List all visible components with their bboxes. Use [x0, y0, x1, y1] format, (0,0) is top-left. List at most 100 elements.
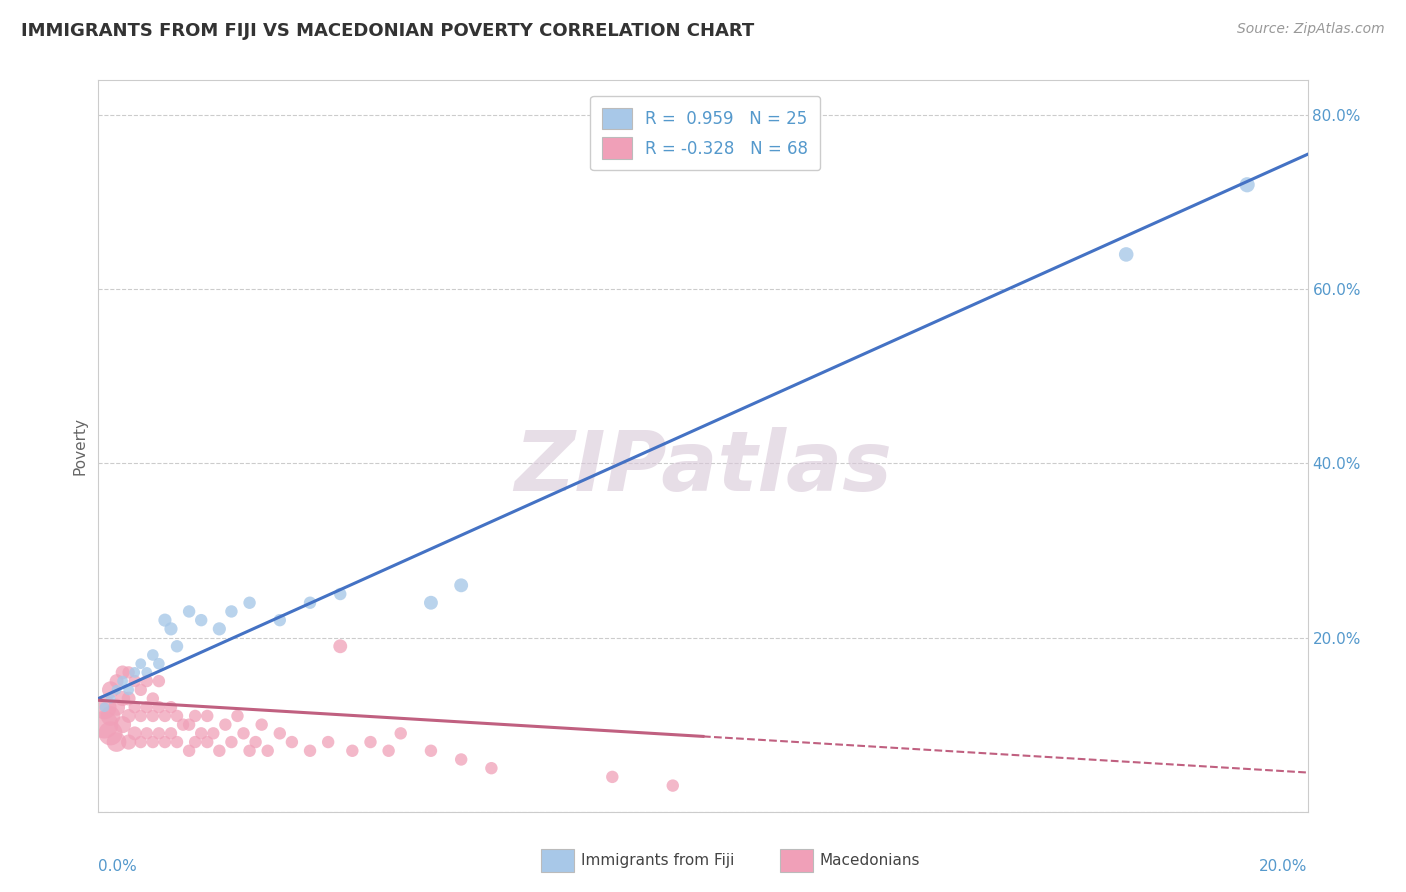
Point: [135, 726, 157, 740]
Point: [166, 709, 188, 723]
Point: [481, 761, 503, 775]
Point: [148, 657, 170, 671]
Point: [93, 717, 115, 731]
Point: [245, 735, 267, 749]
Text: Macedonians: Macedonians: [820, 854, 920, 868]
Point: [118, 709, 141, 723]
Point: [111, 674, 134, 689]
Point: [111, 665, 134, 680]
Point: [239, 744, 262, 758]
Point: [226, 709, 249, 723]
Point: [100, 709, 122, 723]
Point: [195, 709, 218, 723]
Point: [661, 779, 683, 793]
Point: [239, 596, 262, 610]
Point: [135, 665, 157, 680]
Point: [1115, 247, 1137, 261]
Point: [316, 735, 339, 749]
Point: [208, 744, 231, 758]
Point: [190, 726, 212, 740]
Point: [190, 613, 212, 627]
Point: [148, 700, 170, 714]
Point: [166, 735, 188, 749]
Point: [153, 613, 176, 627]
Legend: R =  0.959   N = 25, R = -0.328   N = 68: R = 0.959 N = 25, R = -0.328 N = 68: [591, 96, 820, 170]
Point: [160, 700, 183, 714]
Point: [129, 735, 152, 749]
Point: [184, 735, 207, 749]
Point: [450, 752, 472, 766]
Point: [105, 682, 128, 697]
Point: [329, 587, 352, 601]
Point: [179, 717, 201, 731]
Point: [93, 700, 115, 714]
Point: [111, 691, 134, 706]
Point: [160, 622, 183, 636]
Point: [172, 717, 194, 731]
Point: [100, 691, 122, 706]
Point: [202, 726, 225, 740]
Point: [214, 717, 236, 731]
Point: [160, 726, 183, 740]
Point: [129, 657, 152, 671]
Point: [208, 622, 231, 636]
Point: [420, 596, 443, 610]
Point: [256, 744, 278, 758]
Point: [135, 700, 157, 714]
Point: [118, 665, 141, 680]
Point: [124, 726, 146, 740]
Text: 0.0%: 0.0%: [98, 859, 138, 874]
Point: [105, 674, 128, 689]
Point: [129, 682, 152, 697]
Point: [166, 640, 188, 654]
Point: [118, 735, 141, 749]
Point: [142, 648, 165, 662]
Point: [179, 744, 201, 758]
Point: [450, 578, 472, 592]
Point: [281, 735, 304, 749]
Point: [142, 709, 165, 723]
Point: [124, 700, 146, 714]
Text: 20.0%: 20.0%: [1260, 859, 1308, 874]
Point: [420, 744, 443, 758]
Point: [221, 735, 243, 749]
Text: Immigrants from Fiji: Immigrants from Fiji: [581, 854, 734, 868]
Point: [389, 726, 412, 740]
Point: [118, 682, 141, 697]
Point: [148, 726, 170, 740]
Point: [148, 674, 170, 689]
Point: [232, 726, 254, 740]
Point: [602, 770, 624, 784]
Point: [269, 726, 291, 740]
Point: [269, 613, 291, 627]
Point: [129, 709, 152, 723]
Point: [105, 735, 128, 749]
Point: [1236, 178, 1258, 192]
Text: ZIPatlas: ZIPatlas: [515, 427, 891, 508]
Point: [142, 735, 165, 749]
Point: [124, 665, 146, 680]
Point: [184, 709, 207, 723]
Y-axis label: Poverty: Poverty: [72, 417, 87, 475]
Point: [179, 604, 201, 618]
Point: [250, 717, 273, 731]
Point: [142, 691, 165, 706]
Point: [153, 709, 176, 723]
Point: [342, 744, 364, 758]
Point: [100, 682, 122, 697]
Point: [124, 674, 146, 689]
Point: [153, 735, 176, 749]
Point: [135, 674, 157, 689]
Point: [111, 717, 134, 731]
Point: [329, 640, 352, 654]
Point: [118, 691, 141, 706]
Point: [299, 744, 322, 758]
Point: [221, 604, 243, 618]
Point: [299, 596, 322, 610]
Text: IMMIGRANTS FROM FIJI VS MACEDONIAN POVERTY CORRELATION CHART: IMMIGRANTS FROM FIJI VS MACEDONIAN POVER…: [21, 22, 755, 40]
Point: [377, 744, 399, 758]
Point: [100, 726, 122, 740]
Point: [93, 700, 115, 714]
Point: [195, 735, 218, 749]
Text: Source: ZipAtlas.com: Source: ZipAtlas.com: [1237, 22, 1385, 37]
